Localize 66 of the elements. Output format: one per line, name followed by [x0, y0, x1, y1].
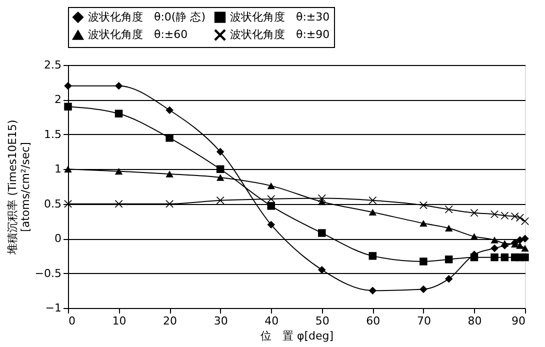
point [490, 236, 498, 244]
point [166, 134, 174, 142]
point [500, 240, 509, 247]
point [216, 148, 224, 156]
x-tick-label: 50 [315, 314, 330, 328]
point [521, 234, 529, 242]
point [516, 242, 524, 249]
legend-label: 波状化角度 θ:±90 [230, 28, 330, 41]
x-tick-label: 0 [68, 314, 76, 328]
point [216, 165, 224, 174]
point [500, 253, 509, 262]
point [368, 196, 377, 204]
point [114, 82, 123, 90]
y-tick-label: 1 [54, 162, 62, 176]
x-tick-label: 60 [366, 314, 380, 328]
point [490, 253, 498, 262]
y-tick-label: 2 [54, 93, 62, 106]
point [166, 170, 174, 178]
point [114, 110, 123, 118]
point [114, 200, 123, 208]
point [267, 220, 275, 229]
point [267, 202, 275, 210]
point [318, 266, 326, 274]
x-tick-label: 10 [112, 314, 126, 328]
x-tick-label: 90 [512, 314, 526, 328]
x-tick-label: 20 [163, 314, 178, 328]
point [444, 274, 453, 283]
y-axis-title: 堆積沉积率 (Times10E15) [atoms/cm²/sec] [6, 120, 32, 256]
point [444, 256, 453, 264]
point [216, 174, 224, 181]
point [521, 244, 529, 252]
point [420, 285, 428, 294]
legend-label: 波状化角度 θ:±30 [230, 10, 330, 24]
point [267, 182, 275, 190]
point [444, 224, 453, 232]
point [500, 212, 509, 220]
point [166, 106, 174, 114]
point [368, 252, 377, 260]
legend-label: 波状化角度 θ:0(静 态) [88, 10, 206, 24]
y-tick-label: 0 [54, 232, 62, 246]
point [368, 208, 377, 216]
point [470, 233, 478, 240]
point [318, 229, 326, 237]
x-axis-title: 位 置 φ[deg] [260, 330, 334, 342]
y-tick-label: 2.5 [44, 58, 62, 72]
x-tick-label: 80 [468, 314, 482, 328]
point [470, 253, 478, 262]
point [420, 220, 428, 227]
x-tick-label: 70 [416, 314, 431, 328]
point [368, 286, 377, 295]
point [216, 196, 224, 204]
point [64, 102, 72, 111]
legend-label: 波状化角度 θ:±60 [88, 28, 188, 41]
point [318, 198, 326, 206]
point [420, 258, 428, 266]
point [490, 244, 498, 252]
y-tick-label: 1.5 [44, 128, 62, 141]
point [510, 212, 519, 220]
y-tick-label: −1 [45, 302, 62, 314]
point [64, 82, 72, 90]
x-tick-label: 40 [264, 314, 279, 328]
y-tick-label: −0.5 [34, 266, 62, 280]
y-tick-label: 0.5 [44, 197, 62, 210]
point [114, 168, 123, 175]
x-tick-label: 30 [214, 314, 228, 328]
point [521, 253, 529, 262]
